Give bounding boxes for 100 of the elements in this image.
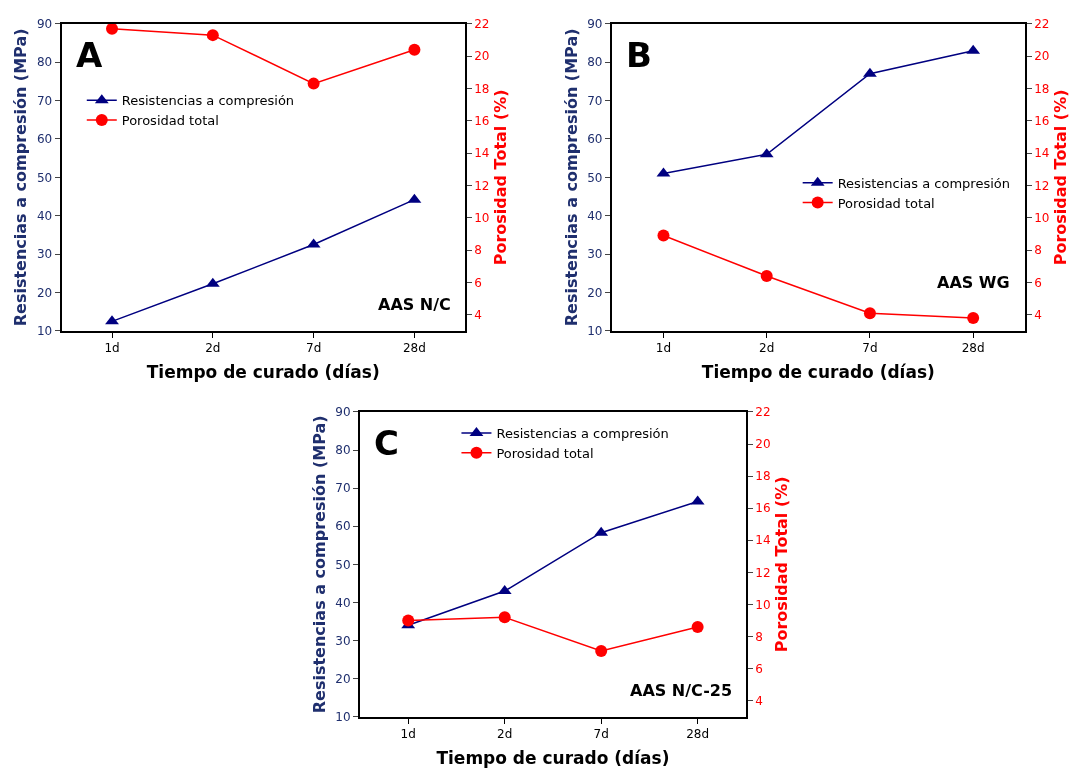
legend-label: Porosidad total bbox=[837, 195, 935, 211]
y2-tick-label: 16 bbox=[474, 114, 490, 128]
y-tick-label: 90 bbox=[36, 17, 53, 32]
y-tick-label: 80 bbox=[335, 443, 351, 458]
y-tick-label: 40 bbox=[36, 208, 53, 223]
point bbox=[967, 312, 980, 324]
y2-tick-label: 22 bbox=[474, 17, 490, 32]
y2-tick-label: 8 bbox=[755, 629, 763, 644]
y-tick-label: 40 bbox=[335, 595, 351, 610]
point bbox=[863, 67, 877, 77]
y-tick-label: 60 bbox=[587, 132, 603, 147]
y-tick-label: 50 bbox=[36, 170, 53, 185]
y-tick-label: 20 bbox=[335, 671, 351, 686]
y2-axis-title: Porosidad Total (%) bbox=[771, 476, 791, 653]
x-tick-label: 1d bbox=[655, 341, 672, 356]
y-tick-label: 70 bbox=[335, 481, 351, 496]
y2-tick-label: 4 bbox=[474, 307, 482, 322]
y-tick-label: 30 bbox=[36, 247, 53, 262]
annotation: C bbox=[374, 423, 399, 463]
y-tick-label: 80 bbox=[36, 55, 53, 70]
y2-tick-label: 6 bbox=[1034, 275, 1042, 290]
y-tick-label: 10 bbox=[36, 324, 53, 339]
x-tick-label: 28d bbox=[961, 341, 985, 356]
y-tick-label: 70 bbox=[36, 93, 53, 108]
y-tick-label: 30 bbox=[587, 247, 603, 262]
legend-label: Resistencias a compresión bbox=[121, 93, 295, 109]
x-tick-label: 28d bbox=[402, 341, 426, 356]
y2-tick-label: 20 bbox=[1034, 49, 1050, 64]
y2-tick-label: 22 bbox=[1034, 17, 1050, 32]
point bbox=[863, 307, 876, 320]
y2-axis-title: Porosidad Total (%) bbox=[1050, 89, 1070, 266]
y2-tick-label: 12 bbox=[755, 565, 771, 580]
x-tick-label: 7d bbox=[862, 341, 878, 356]
x-tick-label: 7d bbox=[593, 727, 609, 742]
y2-tick-label: 12 bbox=[1034, 178, 1050, 193]
y2-tick-label: 10 bbox=[1034, 210, 1050, 225]
y-axis-title: Resistencias a compresión (MPa) bbox=[561, 28, 581, 327]
y-tick-label: 60 bbox=[36, 132, 53, 147]
x-axis-title: Tiempo de curado (días) bbox=[701, 362, 935, 383]
y2-tick-label: 4 bbox=[755, 693, 763, 708]
y-axis-title: Resistencias a compresión (MPa) bbox=[11, 28, 31, 327]
annotation: AAS N/C-25 bbox=[630, 681, 733, 700]
y2-tick-label: 12 bbox=[474, 178, 490, 193]
y-tick-label: 10 bbox=[587, 324, 603, 339]
y2-tick-label: 20 bbox=[755, 437, 771, 452]
legend-label: Porosidad total bbox=[496, 445, 594, 461]
y-tick-label: 50 bbox=[587, 170, 603, 185]
y-tick-label: 30 bbox=[335, 633, 351, 648]
y-tick-label: 60 bbox=[335, 519, 351, 534]
y-tick-label: 40 bbox=[587, 208, 603, 223]
x-tick-label: 2d bbox=[759, 341, 775, 356]
y-tick-label: 90 bbox=[587, 17, 603, 32]
x-tick-label: 2d bbox=[205, 341, 221, 356]
legend-label: Porosidad total bbox=[121, 113, 219, 129]
y2-tick-label: 20 bbox=[474, 49, 490, 64]
y2-tick-label: 10 bbox=[755, 597, 771, 612]
point bbox=[408, 43, 421, 56]
y2-tick-label: 18 bbox=[755, 469, 771, 484]
legend-label: Resistencias a compresión bbox=[837, 175, 1010, 191]
y2-tick-label: 6 bbox=[755, 661, 763, 676]
y2-tick-label: 6 bbox=[474, 275, 482, 290]
point bbox=[498, 611, 511, 624]
y-axis-title: Resistencias a compresión (MPa) bbox=[309, 415, 329, 714]
point bbox=[691, 620, 704, 633]
y-tick-label: 20 bbox=[587, 285, 603, 300]
annotation: A bbox=[76, 35, 103, 75]
annotation: AAS WG bbox=[937, 273, 1010, 292]
point bbox=[105, 315, 119, 325]
point bbox=[657, 229, 670, 242]
legend-label: Resistencias a compresión bbox=[496, 426, 669, 442]
y2-tick-label: 22 bbox=[755, 405, 771, 420]
point bbox=[595, 644, 608, 657]
y-tick-label: 70 bbox=[587, 93, 603, 108]
y-tick-label: 90 bbox=[335, 405, 351, 420]
y2-tick-label: 8 bbox=[1034, 243, 1042, 258]
x-tick-label: 1d bbox=[400, 727, 416, 742]
x-tick-label: 7d bbox=[305, 341, 322, 356]
y2-tick-label: 18 bbox=[474, 81, 490, 96]
y2-tick-label: 14 bbox=[1034, 146, 1050, 161]
y2-tick-label: 8 bbox=[474, 243, 482, 258]
point bbox=[402, 614, 415, 627]
annotation: B bbox=[626, 35, 652, 75]
annotation: AAS N/C bbox=[378, 295, 451, 314]
y2-tick-label: 10 bbox=[474, 210, 490, 225]
y2-tick-label: 4 bbox=[1034, 307, 1042, 322]
y2-tick-label: 16 bbox=[755, 501, 771, 516]
point bbox=[206, 29, 219, 42]
y2-tick-label: 14 bbox=[755, 533, 771, 548]
x-axis-title: Tiempo de curado (días) bbox=[146, 362, 380, 383]
point bbox=[307, 77, 320, 90]
y-tick-label: 10 bbox=[335, 709, 351, 724]
y2-axis-title: Porosidad Total (%) bbox=[490, 89, 510, 266]
y-tick-label: 50 bbox=[335, 557, 351, 572]
x-tick-label: 2d bbox=[497, 727, 513, 742]
y2-tick-label: 16 bbox=[1034, 114, 1050, 128]
x-tick-label: 1d bbox=[104, 341, 120, 356]
x-axis-title: Tiempo de curado (días) bbox=[436, 748, 670, 769]
y2-tick-label: 18 bbox=[1034, 81, 1050, 96]
y-tick-label: 80 bbox=[587, 55, 603, 70]
y2-tick-label: 14 bbox=[474, 146, 490, 161]
